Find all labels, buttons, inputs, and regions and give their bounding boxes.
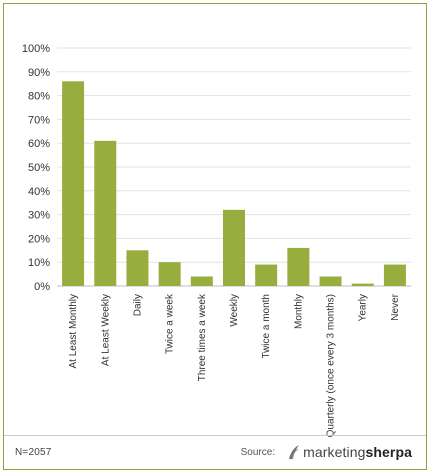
sample-size-label: N=2057: [15, 447, 52, 458]
bar: [223, 209, 245, 286]
chart-frame: 0% 10% 20% 30% 40% 50% 60% 70% 80% 90% 100% At Lea…: [3, 3, 427, 470]
y-tick-label: 50%: [28, 162, 50, 174]
bar-chart: 0% 10% 20% 30% 40% 50% 60% 70% 80% 90% 100% At Lea…: [22, 43, 411, 437]
x-tick-label: At Least Monthly: [68, 294, 79, 368]
y-tick-label: 60%: [28, 138, 50, 150]
bar: [351, 283, 374, 286]
logo-text-bold: sherpa: [365, 444, 412, 460]
bar: [287, 247, 310, 286]
x-tick-label: Three times a week: [197, 293, 208, 381]
bar: [158, 262, 181, 286]
bar: [190, 276, 213, 286]
y-tick-label: 100%: [22, 43, 50, 55]
logo-wordmark: marketingsherpa: [303, 444, 412, 460]
bar: [255, 264, 278, 286]
y-axis-tick-labels: 0% 10% 20% 30% 40% 50% 60% 70% 80% 90% 100%: [22, 43, 50, 293]
source-label: Source:: [240, 446, 276, 458]
y-tick-label: 0%: [34, 281, 50, 293]
marketingsherpa-logo: marketingsherpa: [287, 443, 412, 461]
x-tick-label: Yearly: [358, 294, 369, 321]
x-tick-label: Never: [390, 293, 401, 320]
x-tick-label: Quarterly (once every 3 months): [326, 294, 337, 437]
source-attribution: Source: marketingsherpa: [241, 443, 412, 461]
x-tick-label: Twice a week: [165, 293, 176, 354]
x-tick-label: Twice a month: [261, 294, 272, 358]
bar: [62, 81, 85, 286]
x-axis-category-labels: At Least Monthly At Least Weekly Daily Twic…: [68, 293, 401, 437]
bar: [94, 140, 117, 286]
y-tick-label: 30%: [28, 210, 50, 222]
chart-footer: N=2057 Source: marketingsherpa: [4, 435, 426, 469]
bar: [383, 264, 406, 286]
y-tick-label: 70%: [28, 114, 50, 126]
bars: [62, 81, 406, 286]
logo-text-plain: marketing: [303, 444, 366, 460]
y-tick-label: 40%: [28, 186, 50, 198]
x-tick-label: At Least Weekly: [100, 294, 111, 366]
x-tick-label: Daily: [132, 294, 143, 316]
y-tick-label: 80%: [28, 91, 50, 103]
bar: [319, 276, 342, 286]
bar: [126, 250, 149, 286]
sherpa-mark-icon: [289, 445, 300, 460]
y-tick-label: 90%: [28, 67, 50, 79]
y-tick-label: 20%: [28, 233, 50, 245]
y-tick-label: 10%: [28, 257, 50, 269]
x-tick-label: Weekly: [229, 294, 240, 327]
x-tick-label: Monthly: [293, 294, 304, 329]
